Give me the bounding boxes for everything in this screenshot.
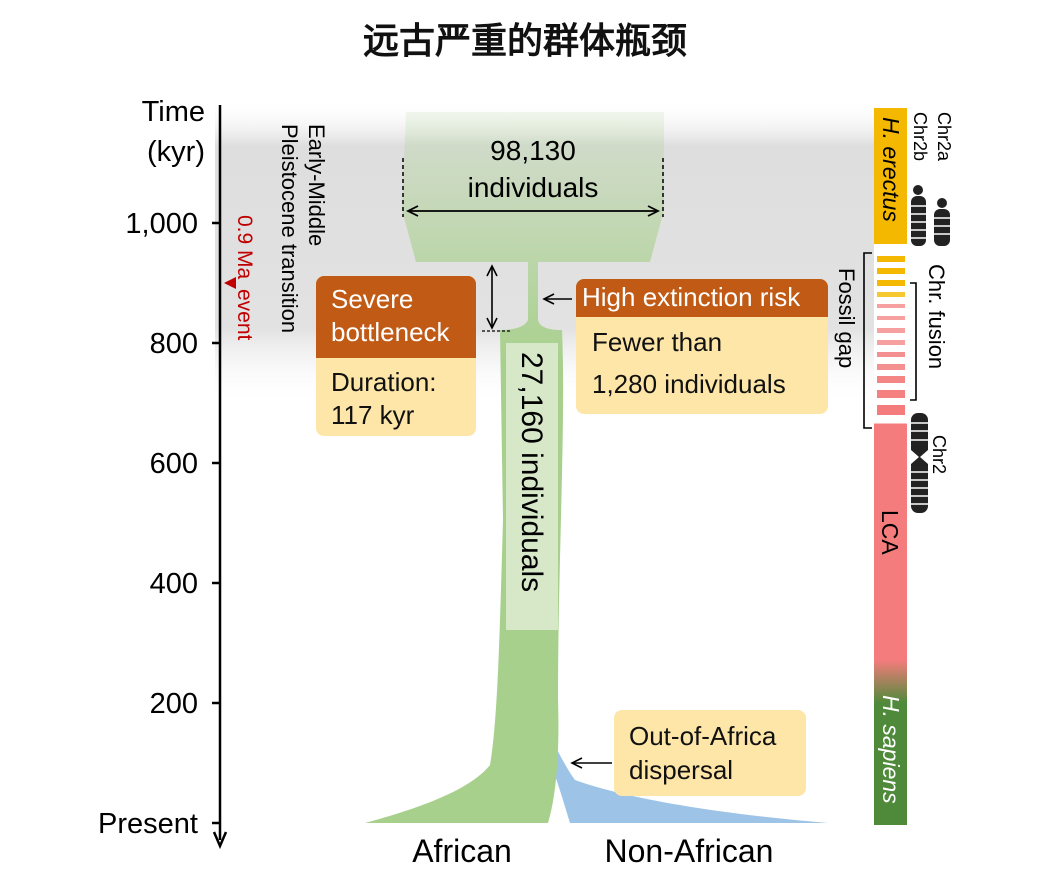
tick-label-800: 800 xyxy=(150,328,198,360)
tick-label-1000: 1,000 xyxy=(125,208,198,240)
african-label: African xyxy=(412,833,512,869)
species-bar xyxy=(874,108,907,825)
lca-label: LCA xyxy=(877,510,903,555)
event-label-1: 0.9 Ma xyxy=(233,215,256,280)
erectus-label: H. erectus xyxy=(878,117,904,222)
chr2b-label: Chr2b xyxy=(910,112,930,161)
min-individuals-label: 1,280 individuals xyxy=(592,369,786,399)
extinction-risk-box: High extinction risk Fewer than 1,280 in… xyxy=(576,279,828,414)
event-label-2: event xyxy=(233,289,256,341)
duration-arrow xyxy=(482,264,512,332)
chr2-chromosome-icon xyxy=(911,413,928,513)
chr2a-label: Chr2a xyxy=(934,112,954,162)
chr2b-chromosome-icon xyxy=(911,185,926,246)
duration-label: Duration: xyxy=(331,367,437,397)
fossil-gap-label: Fossil gap xyxy=(834,268,859,368)
bottleneck-label: bottleneck xyxy=(331,317,450,347)
bottleneck-label-bg xyxy=(506,343,558,630)
chr-fusion-label: Chr. fusion xyxy=(924,264,949,369)
chr2-label: Chr2 xyxy=(929,435,949,474)
fewer-than-label: Fewer than xyxy=(592,327,723,357)
severe-label: Severe xyxy=(331,284,414,314)
ancestral-size-number: 98,130 xyxy=(490,135,576,166)
page-title: 远古严重的群体瓶颈 xyxy=(362,21,687,62)
fossil-gap-bracket xyxy=(863,252,872,429)
bottleneck-size-label: 27,160 individuals xyxy=(515,352,548,592)
non-african-label: Non-African xyxy=(605,833,774,869)
extinction-risk-label: High extinction risk xyxy=(582,282,801,312)
chr-fusion-bracket xyxy=(910,282,917,401)
severe-bottleneck-header: Severe bottleneck xyxy=(316,276,476,358)
dispersal-label-1: Out-of-Africa xyxy=(629,721,777,751)
transition-label-1: Early-Middle xyxy=(304,124,329,246)
axis-label-unit: (kyr) xyxy=(147,136,205,168)
non-african-branch xyxy=(525,700,828,823)
tick-label-present: Present xyxy=(98,808,198,840)
axis-label-time: Time xyxy=(142,96,205,128)
dispersal-arrow xyxy=(570,757,612,769)
dispersal-label-2: dispersal xyxy=(629,755,734,785)
extinction-risk-header: High extinction risk xyxy=(576,279,828,317)
transition-label-2: Pleistocene transition xyxy=(277,124,302,333)
severe-bottleneck-box: Severe bottleneck Duration: 117 kyr xyxy=(316,276,476,436)
time-axis xyxy=(212,105,228,850)
sapiens-label: H. sapiens xyxy=(878,695,904,804)
tick-label-400: 400 xyxy=(150,568,198,600)
duration-value: 117 kyr xyxy=(331,400,415,430)
out-of-africa-box: Out-of-Africa dispersal xyxy=(614,710,806,796)
chr2a-chromosome-icon xyxy=(934,198,950,246)
ancestral-size-unit: individuals xyxy=(468,172,599,203)
fossil-gap-stripes xyxy=(877,256,905,415)
extinction-arrow xyxy=(542,293,572,305)
tick-label-600: 600 xyxy=(150,448,198,480)
event-marker-icon xyxy=(224,277,236,289)
tick-label-200: 200 xyxy=(150,688,198,720)
width-arrow xyxy=(405,205,661,217)
